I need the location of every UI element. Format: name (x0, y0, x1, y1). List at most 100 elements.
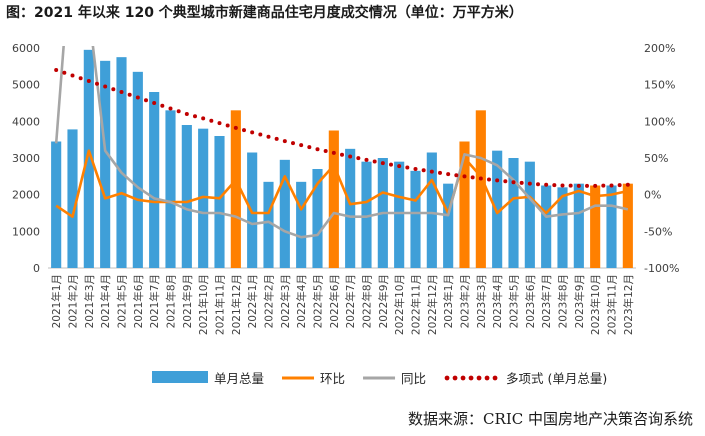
bar (230, 110, 241, 268)
trend-dot (217, 121, 222, 126)
trend-dot (86, 79, 91, 83)
trend-dot (560, 183, 565, 188)
x-tick-label: 2021年12月 (230, 274, 243, 335)
bar-series (51, 49, 633, 269)
bar (590, 185, 601, 268)
legend-swatch (476, 375, 482, 381)
trend-dot (225, 123, 230, 128)
bar (165, 110, 176, 268)
x-tick-label: 2021年2月 (67, 274, 80, 328)
bar (361, 161, 372, 268)
trend-dot (446, 172, 451, 177)
bar (181, 125, 192, 268)
trend-dot (348, 154, 353, 159)
legend: 单月总量 环比 同比 多项式 (单月总量) (152, 371, 607, 386)
x-tick-label: 2023年6月 (524, 274, 537, 328)
trend-dot (127, 92, 132, 97)
x-tick-label: 2021年7月 (148, 274, 161, 328)
bar (606, 185, 617, 268)
trend-dot (209, 118, 214, 123)
trend-dot (340, 152, 344, 157)
bar (492, 150, 503, 268)
trend-dot (233, 125, 238, 130)
legend-item: 环比 (282, 371, 345, 386)
bar (541, 185, 552, 268)
legend-label: 单月总量 (214, 371, 264, 386)
bar (83, 49, 94, 269)
trend-dot (503, 179, 508, 184)
trend-dot (397, 164, 402, 169)
trend-dot (511, 180, 516, 185)
y-right-tick-label: -50% (644, 225, 672, 238)
trend-dot (568, 183, 573, 188)
x-tick-label: 2023年2月 (459, 274, 472, 328)
legend-swatch (484, 375, 490, 381)
x-tick-label: 2023年10月 (589, 274, 602, 335)
trend-dot (527, 181, 532, 186)
y-right-tick-label: 100% (644, 115, 675, 128)
x-tick-label: 2022年3月 (279, 274, 292, 328)
legend-swatch (468, 375, 474, 381)
x-tick-label: 2022年10月 (393, 274, 406, 335)
x-tick-label: 2021年10月 (197, 274, 210, 335)
bar (149, 92, 160, 268)
bar (116, 57, 127, 268)
trend-dot (242, 128, 246, 133)
trend-dot (389, 162, 393, 167)
y-right-tick-label: 50% (644, 152, 668, 165)
x-tick-label: 2023年9月 (573, 274, 586, 328)
trend-dot (625, 182, 630, 187)
legend-swatch (460, 375, 466, 381)
trend-dot (201, 116, 206, 121)
legend-label: 同比 (401, 371, 426, 386)
y-right-tick-label: 200% (644, 42, 675, 55)
x-tick-label: 2022年7月 (344, 274, 357, 328)
trend-dot (544, 182, 549, 187)
x-tick-label: 2021年11月 (214, 274, 227, 335)
trend-dot (250, 130, 255, 135)
y-left-tick-label: 6000 (12, 42, 40, 55)
trend-dot (576, 183, 581, 188)
trend-dot (266, 134, 271, 139)
trend-dot (193, 114, 197, 119)
x-tick-labels: 2021年1月 2021年2月 2021年3月 2021年4月 2021年5月 2021年… (50, 274, 635, 335)
trend-dot (478, 176, 483, 181)
x-tick-label: 2023年8月 (557, 274, 570, 328)
line-series (54, 46, 630, 239)
trend-dot (135, 95, 140, 100)
trend-dot (585, 183, 589, 188)
bar (67, 129, 78, 268)
bar (475, 110, 486, 268)
trend-dot (119, 90, 124, 94)
trend-dot (454, 173, 459, 178)
trend-dot (103, 84, 108, 89)
trend-dot (291, 141, 295, 146)
x-tick-label: 2021年4月 (99, 274, 112, 328)
x-tick-label: 2023年12月 (622, 274, 635, 335)
y-left-tick-label: 5000 (12, 79, 40, 92)
trend-dot (380, 161, 385, 166)
trend-dot (495, 178, 500, 183)
y-right-tick-label: 150% (644, 79, 675, 92)
legend-label: 环比 (320, 371, 345, 386)
x-tick-label: 2021年3月 (83, 274, 96, 328)
y-left-tick-label: 4000 (12, 115, 40, 128)
x-tick-label: 2021年6月 (132, 274, 145, 328)
legend-swatch (452, 375, 458, 381)
trend-dot (168, 106, 173, 111)
trend-dot (372, 159, 377, 164)
line-yoy (54, 46, 629, 239)
bar (198, 128, 209, 268)
trend-dot (152, 101, 157, 105)
bar (622, 183, 633, 268)
trend-dot (258, 132, 263, 137)
trend-dot (282, 139, 287, 144)
x-tick-label: 2023年3月 (475, 274, 488, 328)
trend-dot (78, 76, 83, 81)
trend-dot (323, 149, 328, 154)
trend-dot (160, 103, 165, 108)
trend-dot (176, 109, 181, 114)
y-left-tick-label: 2000 (12, 189, 40, 202)
x-tick-label: 2023年1月 (442, 274, 455, 328)
